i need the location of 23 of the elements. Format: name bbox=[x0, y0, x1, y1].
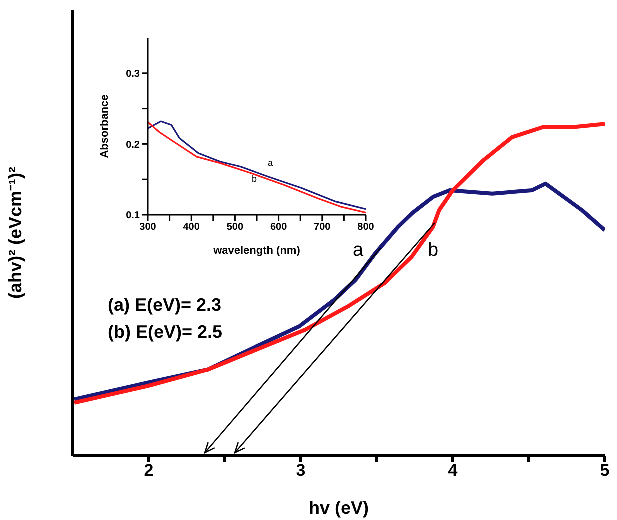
annotation: b bbox=[428, 240, 439, 263]
x-tick-label: 700 bbox=[314, 222, 332, 234]
x-axis-title: hv (eV) bbox=[308, 498, 370, 518]
x-tick-label: 500 bbox=[226, 222, 244, 234]
annotation: b bbox=[252, 174, 258, 185]
x-tick-label: 5 bbox=[600, 461, 610, 480]
annotation: a bbox=[268, 158, 274, 169]
y-axis-title: (ahv)² (eVcm⁻¹)² bbox=[5, 166, 26, 300]
x-axis-title: wavelength (nm) bbox=[212, 245, 301, 257]
x-tick-label: 300 bbox=[140, 222, 157, 234]
y-tick-label: 0.2 bbox=[126, 140, 140, 151]
x-tick-label: 3 bbox=[296, 461, 306, 480]
x-tick-label: 600 bbox=[270, 222, 288, 234]
x-tick-label: 4 bbox=[448, 461, 458, 480]
x-tick-label: 800 bbox=[358, 222, 375, 234]
y-axis-title: Absorbance bbox=[98, 94, 111, 158]
annotation: a bbox=[353, 240, 364, 263]
y-tick-label: 0.3 bbox=[126, 68, 140, 80]
annotation: (a) E(eV)= 2.3 bbox=[108, 295, 222, 317]
x-tick-label: 400 bbox=[183, 222, 200, 234]
y-tick-label: 0.1 bbox=[126, 210, 140, 222]
x-tick-label: 2 bbox=[144, 461, 154, 480]
annotation: (b) E(eV)= 2.5 bbox=[108, 322, 223, 344]
